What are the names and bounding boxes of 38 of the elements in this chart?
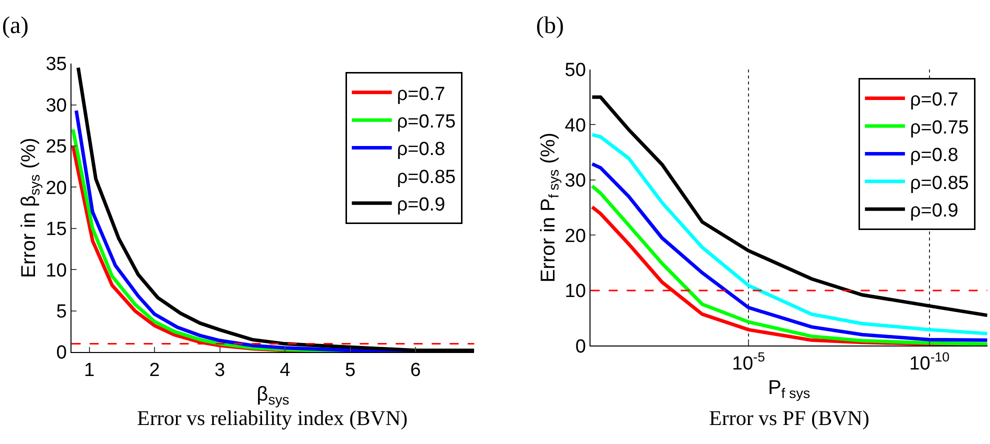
y-tick-label: 35 bbox=[46, 54, 67, 76]
x-tick-label: 1 bbox=[84, 360, 95, 381]
x-tick-label: 3 bbox=[214, 360, 226, 381]
x-tick-label: 2 bbox=[149, 360, 160, 381]
x-tick-label: 5 bbox=[344, 360, 356, 381]
chart-title: (b) bbox=[536, 13, 564, 39]
chart-title: (a) bbox=[2, 13, 29, 39]
legend-label: ρ=0.9 bbox=[396, 194, 446, 216]
x-tick-label: 6 bbox=[410, 360, 421, 381]
y-tick-label: 30 bbox=[564, 170, 586, 192]
y-tick-label: 20 bbox=[564, 226, 586, 247]
legend-label: ρ=0.85 bbox=[910, 172, 969, 194]
x-axis-title: P$_{f sys}$ bbox=[768, 377, 810, 402]
legend-label: ρ=0.8 bbox=[910, 145, 958, 166]
y-tick-label: 20 bbox=[46, 178, 67, 199]
y-tick-label: 15 bbox=[46, 219, 67, 240]
text: Error vs reliability index (BVN) bbox=[137, 406, 408, 430]
y-tick-label: 0 bbox=[575, 336, 586, 358]
legend-label: ρ=0.75 bbox=[910, 117, 969, 138]
legend-label: ρ=0.7 bbox=[396, 84, 446, 105]
y-tick-label: 30 bbox=[46, 95, 67, 116]
legend-label: ρ=0.75 bbox=[396, 111, 456, 132]
x-axis-title: β$_{sys}$ bbox=[256, 383, 290, 408]
legend-label: ρ=0.9 bbox=[910, 200, 958, 222]
x-tick-label: 10$^{-10}$ bbox=[909, 350, 950, 375]
y-tick-label: 0 bbox=[56, 342, 67, 364]
y-tick-label: 5 bbox=[56, 301, 67, 322]
legend-label: ρ=0.7 bbox=[910, 90, 958, 111]
y-tick-label: 10 bbox=[564, 281, 586, 302]
y-tick-label: 25 bbox=[46, 136, 67, 158]
y-tick-label: 50 bbox=[564, 60, 586, 82]
x-tick-label: 4 bbox=[280, 360, 291, 381]
text: Error vs PF (BVN) bbox=[709, 406, 870, 430]
y-tick-label: 40 bbox=[564, 115, 586, 136]
text: ρ=0.85 bbox=[396, 166, 456, 188]
y-tick-label: 10 bbox=[46, 260, 67, 282]
x-tick-label: 10$^{-5}$ bbox=[732, 350, 765, 375]
legend-label: ρ=0.8 bbox=[396, 139, 446, 160]
